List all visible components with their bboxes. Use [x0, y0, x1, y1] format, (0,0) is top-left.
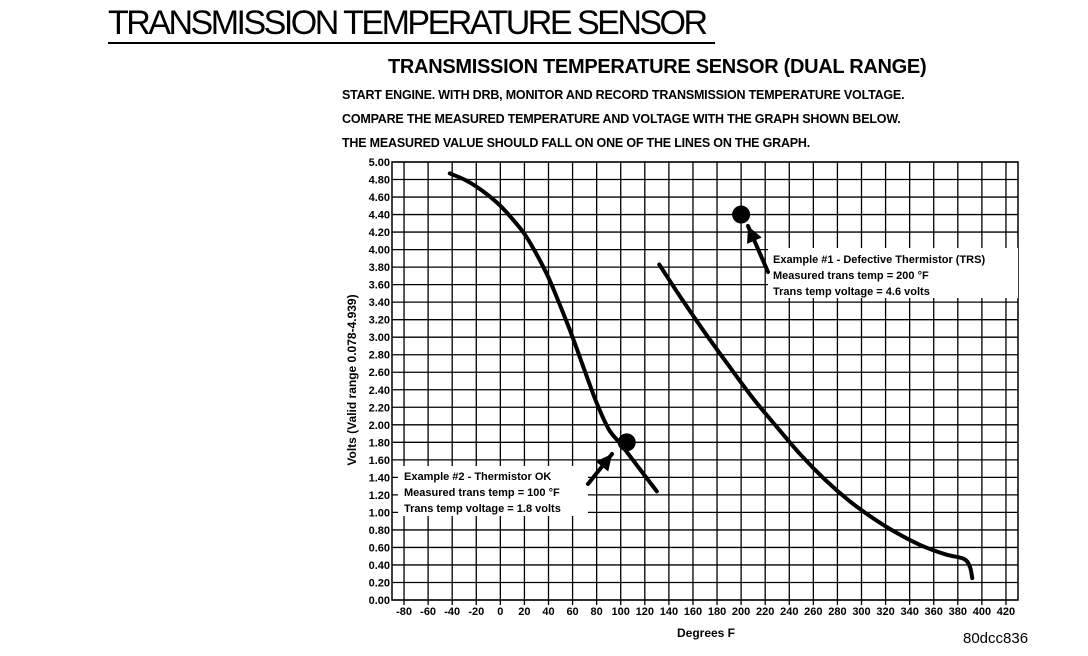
y-tick-label: 1.20 [369, 490, 390, 502]
x-tick-label: 360 [925, 606, 943, 618]
chart-annotations: Example #1 - Defective Thermistor (TRS) M… [398, 224, 1018, 516]
x-tick-label: -80 [396, 606, 412, 618]
example-2-annotation-line: Example #2 - Thermistor OK [404, 471, 551, 483]
example-2-annotation-line: Trans temp voltage = 1.8 volts [404, 503, 561, 515]
x-tick-label: -40 [444, 606, 460, 618]
x-tick-labels: -80 -60 -40 -20 0 20 40 60 80 100 120 140 160 180 200 2… [396, 600, 1015, 618]
y-tick-label: 4.20 [369, 227, 390, 239]
instruction-line-3: THE MEASURED VALUE SHOULD FALL ON ONE OF… [342, 136, 811, 150]
series-line-high-range [657, 262, 975, 581]
y-tick-label: 4.60 [369, 192, 390, 204]
y-tick-label: 2.80 [369, 350, 390, 362]
y-axis-label: Volts (Valid range 0.078-4.939) [345, 294, 359, 465]
x-tick-label: 300 [852, 606, 870, 618]
y-tick-label: 0.20 [369, 577, 390, 589]
x-tick-label: 200 [732, 606, 750, 618]
x-tick-label: 160 [684, 606, 702, 618]
example-1-annotation-line: Measured trans temp = 200 °F [773, 270, 929, 282]
y-tick-label: 2.40 [369, 385, 390, 397]
title-underline [108, 42, 715, 44]
x-axis-label: Degrees F [677, 626, 735, 640]
y-tick-label: 4.00 [369, 245, 390, 257]
x-tick-label: 240 [780, 606, 798, 618]
x-tick-label: 280 [828, 606, 846, 618]
x-tick-label: -60 [420, 606, 436, 618]
x-tick-label: 100 [612, 606, 630, 618]
x-tick-label: 80 [591, 606, 603, 618]
x-tick-label: 420 [997, 606, 1015, 618]
y-tick-label: 3.00 [369, 332, 390, 344]
y-tick-label: 0.80 [369, 525, 390, 537]
y-tick-label: 0.00 [369, 595, 390, 607]
y-tick-label: 5.00 [369, 157, 390, 169]
example-2-arrow-head [595, 454, 612, 472]
x-tick-label: 400 [973, 606, 991, 618]
y-tick-label: 4.40 [369, 210, 390, 222]
example-1-arrow-head [747, 226, 762, 244]
instruction-line-2: COMPARE THE MEASURED TEMPERATURE AND VOL… [342, 112, 901, 126]
y-tick-label: 3.40 [369, 297, 390, 309]
y-tick-label: 1.60 [369, 455, 390, 467]
figure-id: 80dcc836 [963, 630, 1029, 647]
y-tick-label: 2.00 [369, 420, 390, 432]
x-tick-label: 120 [636, 606, 654, 618]
example-2-point [617, 433, 636, 452]
y-tick-label: 1.40 [369, 472, 390, 484]
x-tick-label: 40 [542, 606, 554, 618]
x-tick-label: 140 [660, 606, 678, 618]
instruction-line-1: START ENGINE. WITH DRB, MONITOR AND RECO… [342, 88, 905, 102]
example-2-annotation-box [398, 466, 588, 516]
example-1-annotation-line: Trans temp voltage = 4.6 volts [773, 286, 930, 298]
x-tick-label: 60 [566, 606, 578, 618]
example-1-point [732, 205, 751, 224]
x-tick-label: 0 [497, 606, 503, 618]
y-tick-label: 2.60 [369, 367, 390, 379]
y-tick-label: 2.20 [369, 402, 390, 414]
y-tick-label: 4.80 [369, 175, 390, 187]
y-tick-label: 1.00 [369, 507, 390, 519]
y-tick-label: 0.60 [369, 542, 390, 554]
x-tick-label: 380 [949, 606, 967, 618]
x-tick-label: 180 [708, 606, 726, 618]
example-1-annotation-line: Example #1 - Defective Thermistor (TRS) [773, 254, 985, 266]
chart-title: TRANSMISSION TEMPERATURE SENSOR (DUAL RA… [388, 56, 927, 78]
y-tick-label: 1.80 [369, 437, 390, 449]
y-tick-label: 3.80 [369, 262, 390, 274]
y-tick-labels: 0.00 0.20 0.40 0.60 0.80 1.00 1.20 1.40 1.60 1.80… [369, 157, 390, 607]
x-tick-label: 320 [876, 606, 894, 618]
x-tick-label: -20 [468, 606, 484, 618]
x-tick-label: 220 [756, 606, 774, 618]
x-tick-label: 20 [518, 606, 530, 618]
example-2-annotation-line: Measured trans temp = 100 °F [404, 487, 560, 499]
y-tick-label: 3.60 [369, 280, 390, 292]
x-tick-label: 340 [900, 606, 918, 618]
page-title: TRANSMISSION TEMPERATURE SENSOR [108, 4, 708, 42]
plot-frame [391, 161, 1019, 601]
chart-grid [391, 161, 1019, 601]
y-tick-label: 3.20 [369, 315, 390, 327]
y-tick-label: 0.40 [369, 560, 390, 572]
chart-series [447, 171, 975, 581]
x-tick-label: 260 [804, 606, 822, 618]
example-1-annotation-box [768, 248, 1018, 298]
